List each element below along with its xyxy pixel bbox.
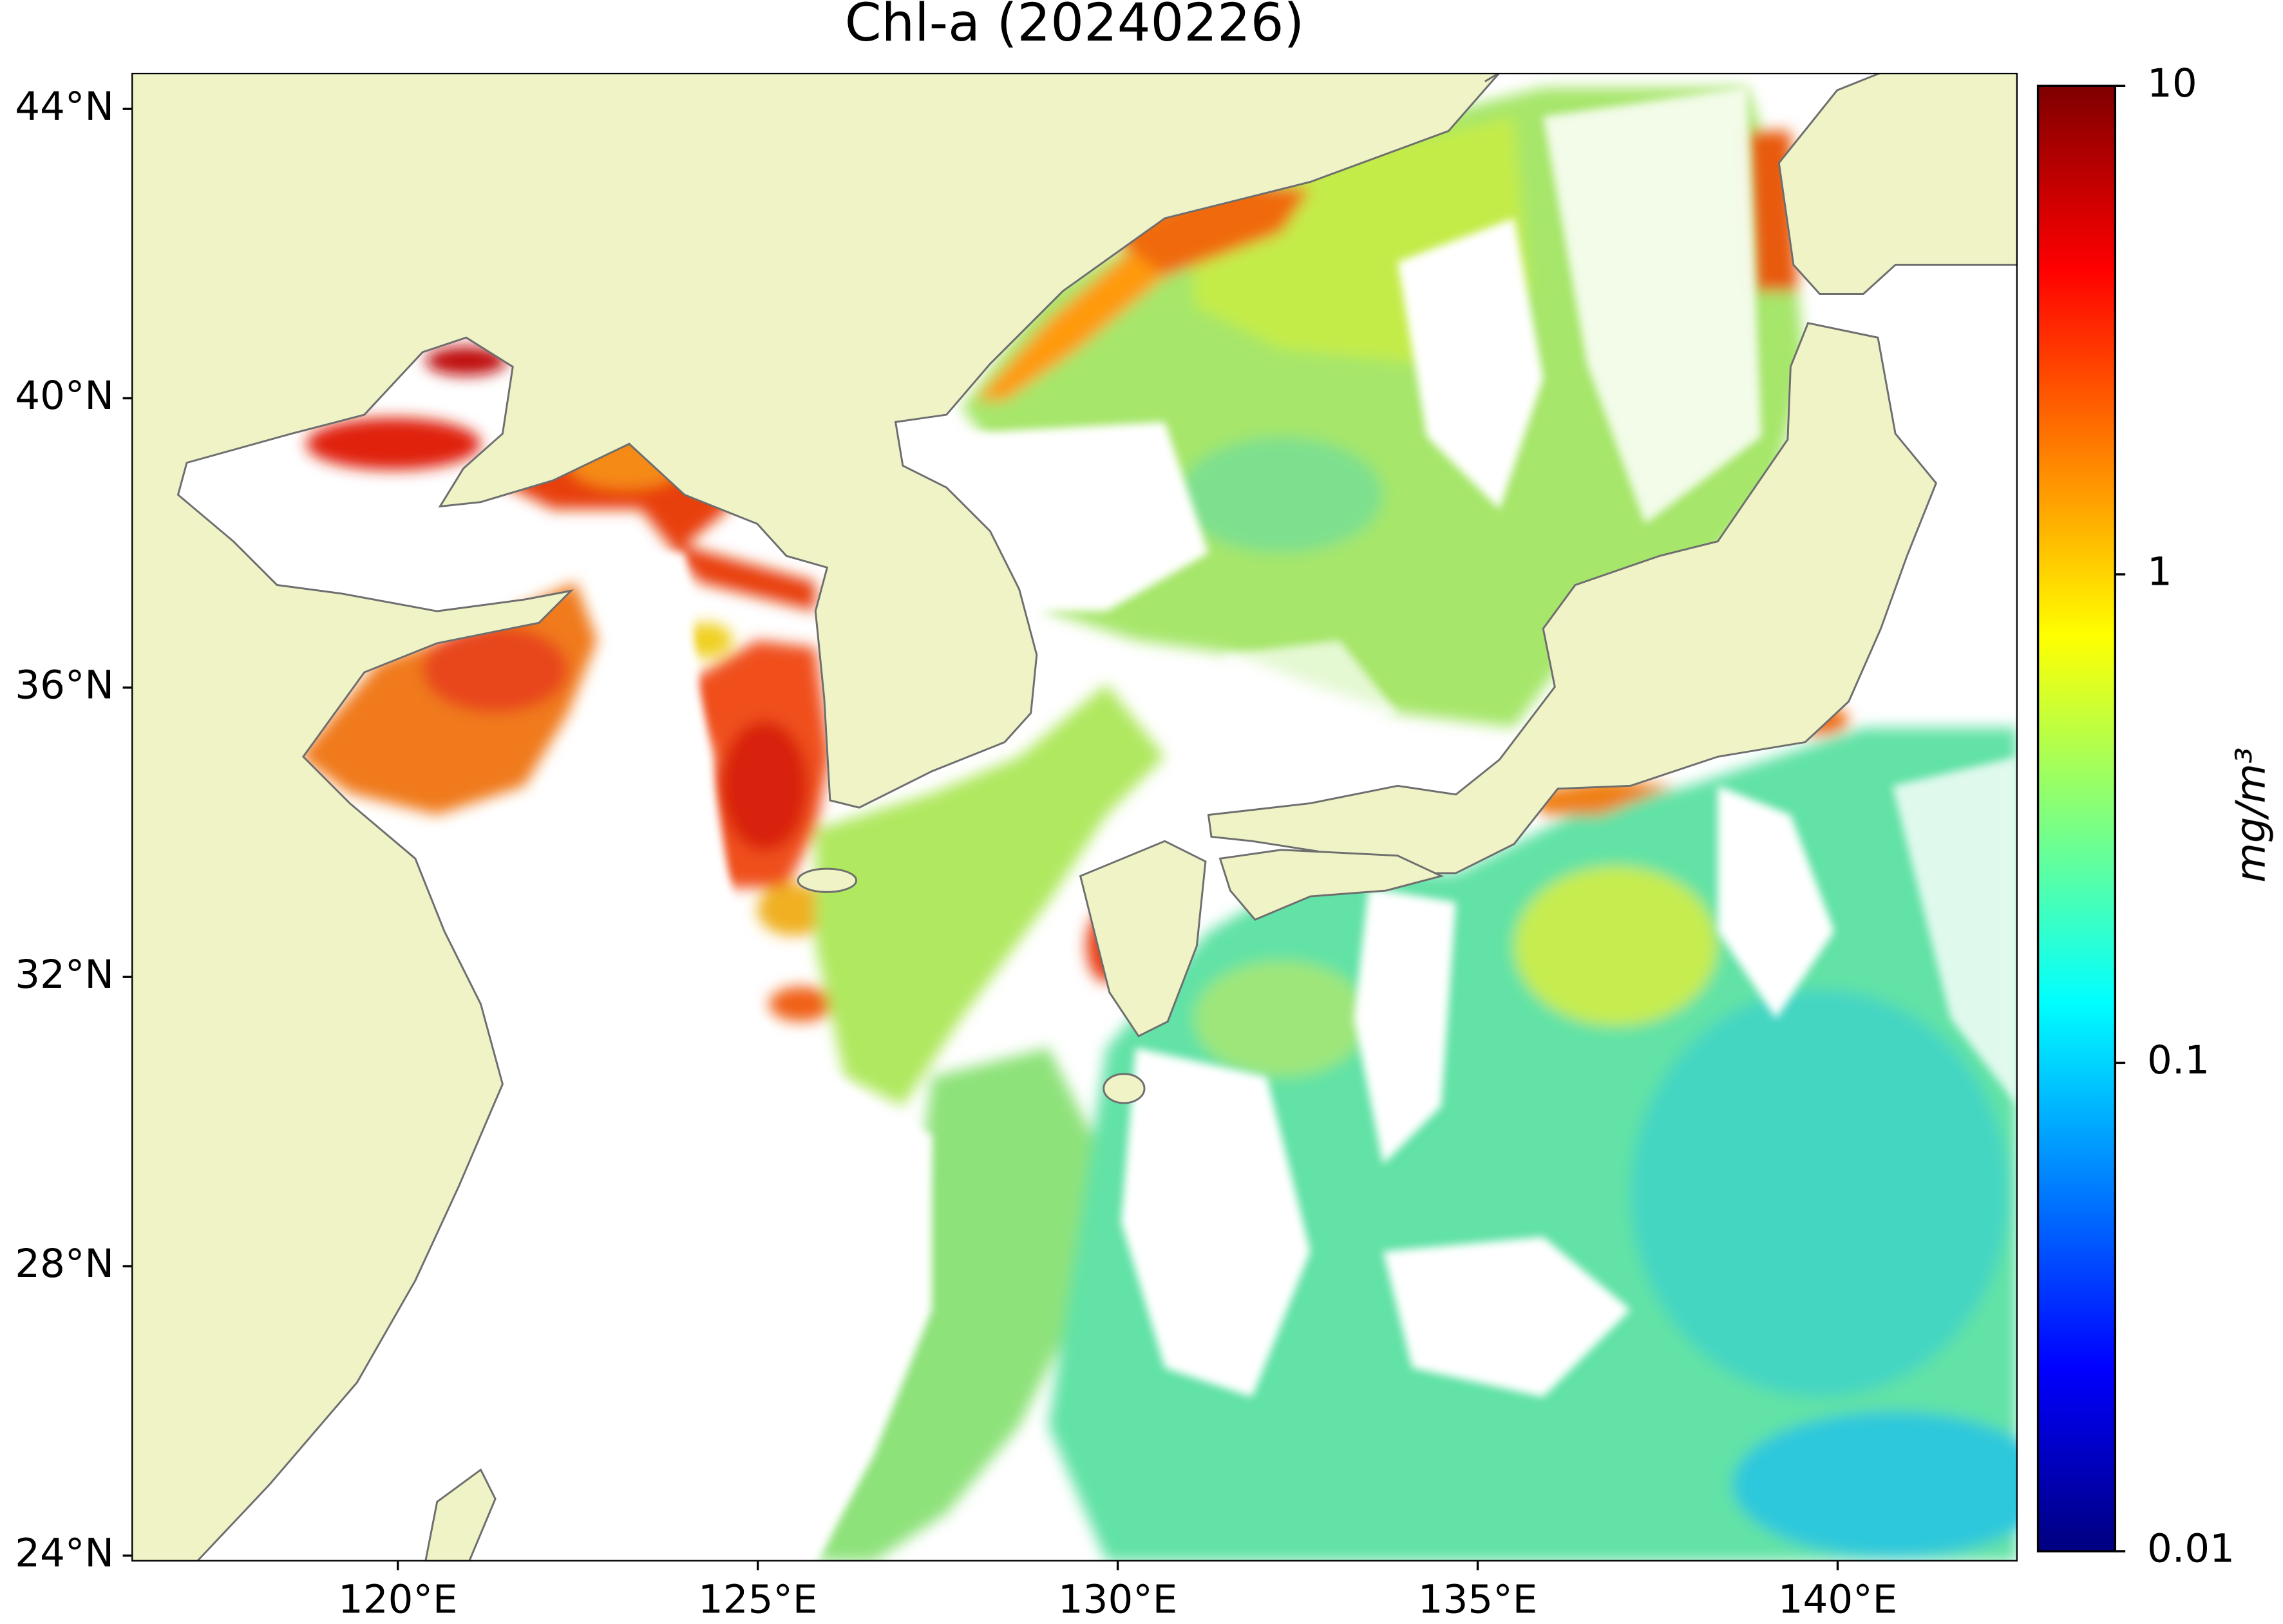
lat-tick-label: 24°N xyxy=(15,1530,114,1576)
cloud-gap xyxy=(1543,87,1762,524)
map-axes: 44°N 40°N 36°N 32°N 28°N 24°N 120°E 125°E 130°E 1… xyxy=(15,84,1897,1623)
lat-tick-label: 44°N xyxy=(15,84,114,129)
map-area xyxy=(131,72,2018,1562)
cloud-gap xyxy=(902,422,1209,612)
colorbar-tick-label: 0.01 xyxy=(2147,1526,2235,1572)
colorbar-tick-label: 10 xyxy=(2147,61,2197,106)
chl-patch xyxy=(1514,865,1718,1026)
chl-patch xyxy=(815,684,1165,1106)
chart-title: Chl-a (20240226) xyxy=(845,0,1305,53)
cloud-gap xyxy=(1383,1236,1631,1397)
jeju xyxy=(797,867,858,893)
chl-patch xyxy=(1193,960,1369,1077)
chl-patch xyxy=(422,625,569,713)
lat-tick-label: 36°N xyxy=(15,662,114,708)
island xyxy=(1103,1073,1146,1104)
lat-tick-label: 32°N xyxy=(15,952,114,997)
land xyxy=(131,72,2018,1562)
cloud-gap xyxy=(1354,887,1456,1164)
colorbar-label: mg/m³ xyxy=(2227,747,2275,882)
cloud-gap xyxy=(1892,757,2018,1106)
colorbar-axis: 0.01 0.1 1 10 xyxy=(2115,61,2235,1572)
cloud-gap xyxy=(189,552,933,1562)
colorbar xyxy=(2036,84,2117,1553)
chl-patch xyxy=(425,346,507,376)
chl-patch xyxy=(306,417,481,470)
lat-tick-label: 40°N xyxy=(15,373,114,419)
shikoku xyxy=(1218,849,1445,921)
chl-patch xyxy=(815,1048,1107,1562)
lon-tick-label: 135°E xyxy=(1418,1577,1537,1623)
chl-patch xyxy=(768,987,833,1022)
mainland xyxy=(131,72,1501,1562)
lon-tick-label: 125°E xyxy=(698,1577,817,1623)
hokkaido xyxy=(1777,72,2018,295)
lat-tick-label: 28°N xyxy=(15,1241,114,1287)
kyushu xyxy=(1079,840,1207,1037)
cloud-gap xyxy=(1121,1048,1311,1397)
chl-patch xyxy=(1732,1412,2018,1558)
lon-tick-label: 140°E xyxy=(1778,1577,1897,1623)
chl-patch xyxy=(1179,436,1383,553)
chl-patch xyxy=(1106,182,1311,277)
cloud-gap xyxy=(1223,640,1398,757)
lon-tick-label: 130°E xyxy=(1058,1577,1177,1623)
chlorophyll-field xyxy=(299,87,2018,1562)
chl-patch xyxy=(1630,989,2009,1397)
chl-patch xyxy=(721,720,808,852)
cloud-gap xyxy=(1718,786,1835,1019)
taiwan xyxy=(424,1468,497,1562)
colorbar-tick-label: 0.1 xyxy=(2147,1037,2210,1083)
chl-patch xyxy=(757,883,830,936)
colorbar-tick-label: 1 xyxy=(2147,549,2172,594)
cloud-gaps xyxy=(189,87,2018,1562)
cloud-gap xyxy=(1397,218,1544,509)
lon-tick-label: 120°E xyxy=(338,1577,457,1623)
honshu xyxy=(1207,321,1938,874)
